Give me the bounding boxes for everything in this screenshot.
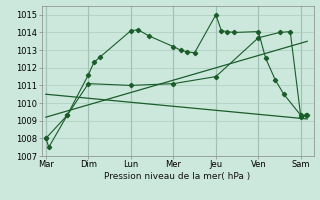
X-axis label: Pression niveau de la mer( hPa ): Pression niveau de la mer( hPa ) <box>104 172 251 181</box>
